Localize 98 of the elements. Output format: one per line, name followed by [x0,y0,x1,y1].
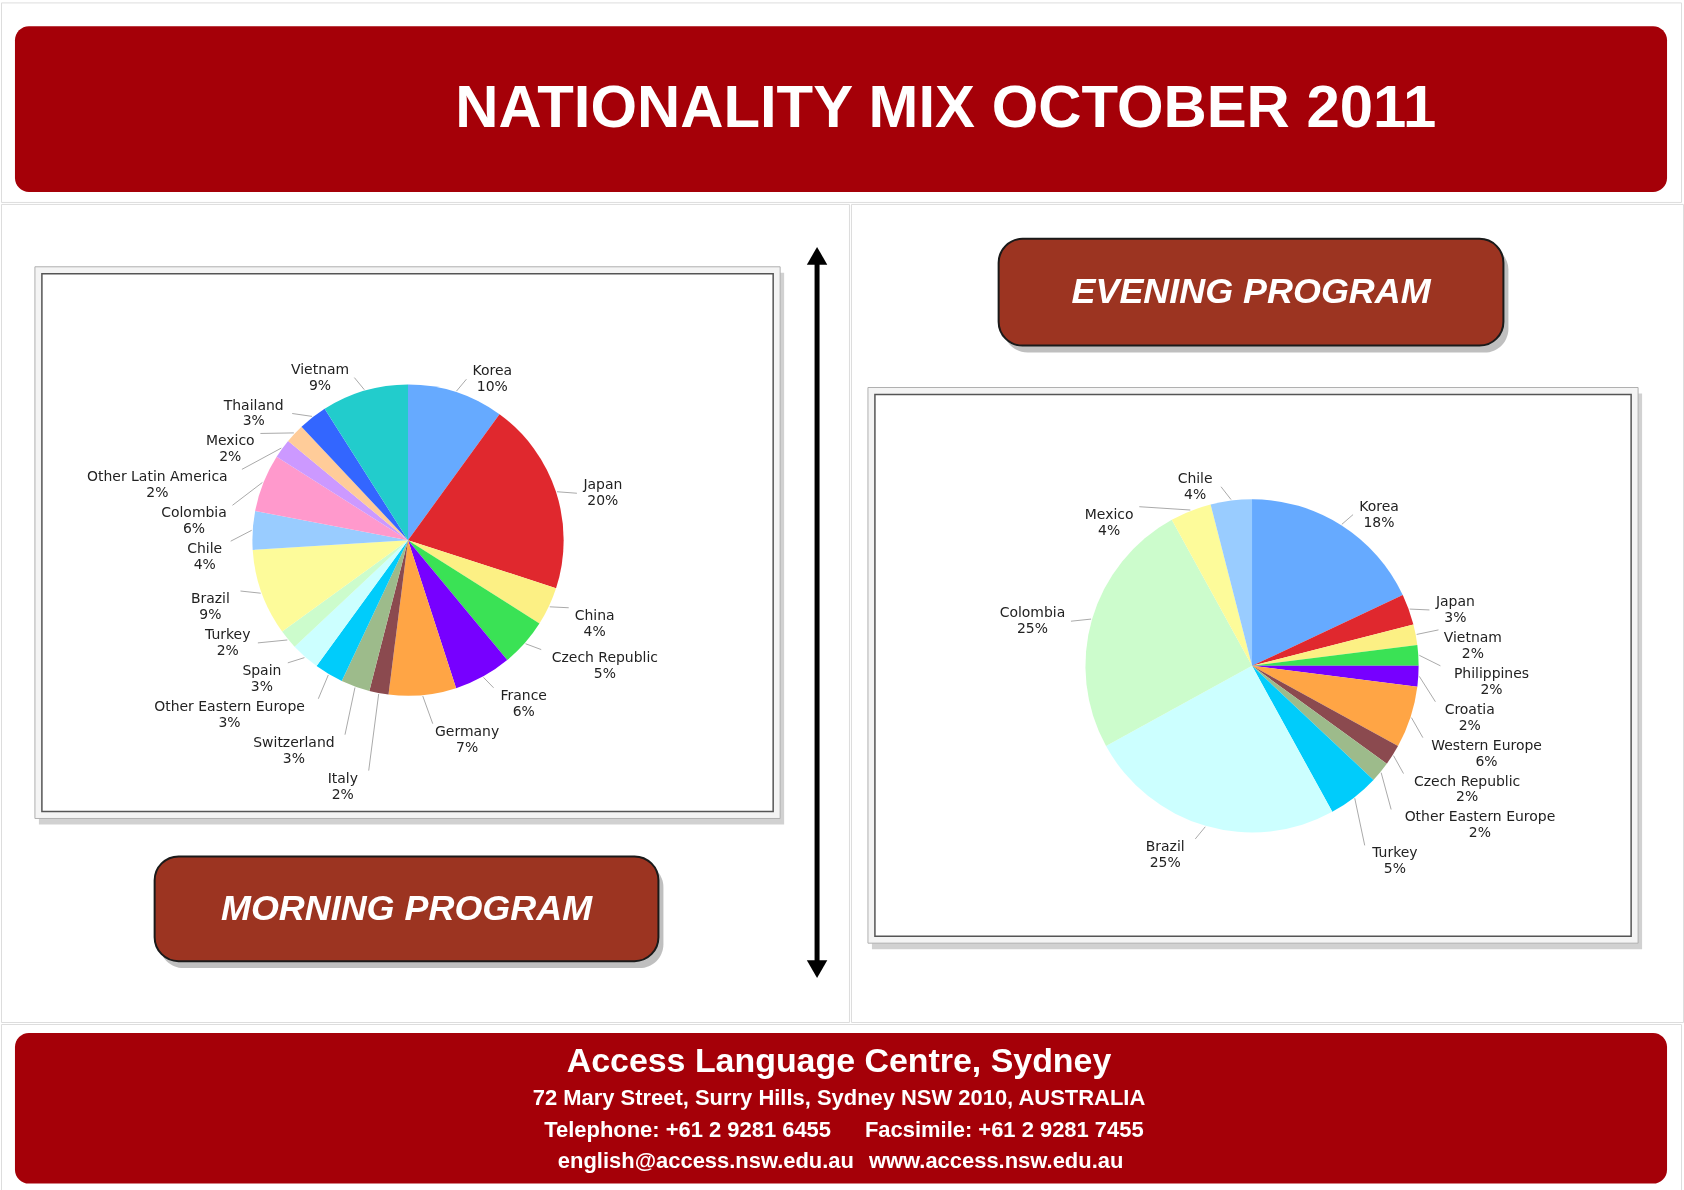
text: 72 Mary Street, Surry Hills, Sydney NSW 2010, AUSTRALIA [532,1084,1146,1110]
pie-slice [1252,594,1414,666]
data-label: 2% [1468,824,1491,841]
data-label: 5% [1383,860,1406,877]
slice-label: Western Europe [1431,736,1542,753]
slice-label: Italy [327,769,358,786]
slice-label: Colombia [999,604,1066,621]
pie-slice [1252,665,1418,747]
text: Access Language Centre, Sydney [566,1040,1112,1079]
pie-slice [255,456,409,541]
text: MORNING PROGRAM [221,886,594,928]
pie-slice [1210,499,1253,666]
pie-slice [1252,665,1399,764]
pie-slice [1252,665,1387,780]
pie-slice [1252,644,1419,666]
data-label: 3% [282,749,305,766]
slice-label: Other Eastern Europe [154,697,305,714]
slice-label: Philippines [1453,664,1530,681]
pie-slice [408,540,557,624]
data-label: 3% [1444,608,1467,625]
pie-slice [252,540,409,632]
pie-slice [408,540,508,689]
data-label: 25% [1016,620,1048,637]
data-label: 2% [146,484,169,501]
data-label: 6% [182,520,206,537]
pie-slice [1106,665,1333,833]
slice-label: Chile [1177,469,1213,486]
data-label: 3% [242,412,265,429]
data-label: 6% [512,702,535,719]
pie-slice [1252,665,1374,812]
slice-label: Japan [1434,592,1475,609]
data-label: 18% [1363,513,1395,530]
slice-label: Vietnam [290,360,350,377]
data-label: 6% [1475,752,1498,769]
slice-label: Colombia [161,504,227,521]
pie-slice [1085,519,1253,747]
slice-label: Chile [187,540,223,557]
pie-slice [1252,624,1418,666]
pie-slice [388,540,457,696]
text: english@access.nsw.edu.au [557,1147,854,1173]
text: Telephone: +61 2 9281 6455 [544,1116,832,1142]
pie-slice [408,540,540,661]
data-label: 9% [199,605,222,622]
slice-label: Mexico [1084,505,1134,522]
data-label: 3% [250,677,273,694]
slice-label: Brazil [1145,837,1185,854]
text: Facsimile: +61 2 9281 7455 [864,1116,1144,1142]
slice-label: Korea [1359,497,1399,514]
data-label: 2% [1458,716,1481,733]
pie-slice [294,540,409,667]
slice-label: France [500,686,547,703]
data-label: 4% [583,622,606,639]
pie-slice [1252,499,1403,666]
slice-label: Other Eastern Europe [1404,808,1556,825]
slice-label: Other Latin America [87,468,228,485]
data-label: 4% [1098,521,1121,538]
data-label: 4% [193,556,216,573]
slice-label: Japan [582,476,623,493]
data-label: 3% [218,713,241,730]
slice-label: China [574,606,615,623]
pie-slice [408,414,564,589]
data-label: 9% [308,376,332,393]
slice-label: Thailand [222,396,284,413]
pie-slice [288,426,409,541]
slice-label: Czech Republic [551,648,659,665]
chart-subtitle: EVENING PROGRAM [1071,270,1432,312]
slice-label: Mexico [205,432,255,449]
data-label: 4% [1184,485,1207,502]
data-label: 2% [1461,644,1484,661]
data-label: 25% [1149,853,1181,870]
data-label: 5% [593,664,616,681]
data-label: 2% [219,448,242,465]
pie-slice [369,540,409,695]
pie-slice [301,408,409,541]
pie-slice [341,540,409,691]
slice-label: Spain [242,661,282,678]
data-label: 2% [331,785,354,802]
data-label: 10% [476,378,508,395]
pie-slice [316,540,409,681]
slice-label: Brazil [190,589,230,606]
slice-label: Germany [435,722,500,739]
slice-label: Croatia [1444,700,1495,717]
slice-label: Turkey [204,625,251,642]
pie-slice [276,440,409,541]
slice-label: Vietnam [1443,628,1502,645]
slice-label: Switzerland [253,733,335,750]
slice-label: Korea [472,362,513,379]
slice-label: Czech Republic [1414,772,1521,789]
data-label: 2% [1456,788,1479,805]
pie-slice [282,540,409,647]
slice-label: Turkey [1371,844,1418,861]
text: www.access.nsw.edu.au [867,1147,1124,1173]
data-label: 2% [216,641,239,658]
data-label: 20% [587,492,619,509]
text: NATIONALITY MIX OCTOBER 2011 [455,73,1437,141]
data-label: 7% [456,738,479,755]
pie-slice [1171,504,1253,666]
data-label: 2% [1480,680,1503,697]
